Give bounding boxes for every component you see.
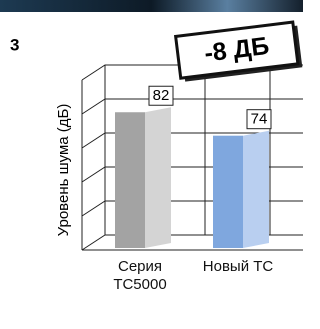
photo-strip [0, 0, 303, 12]
value-label: 74 [251, 111, 268, 128]
x-tick-label: Серия ТС5000 [92, 258, 188, 294]
value-label: 82 [153, 87, 170, 104]
bar [115, 112, 145, 248]
x-tick-label: Новый ТС [190, 258, 286, 276]
y-axis-label: Уровень шума (дБ) [55, 104, 72, 237]
badge: -8 ДБ [176, 22, 303, 83]
bar-side [243, 131, 269, 248]
figure-number: 3 [10, 35, 19, 54]
page: 3 Уровень шума (дБ) 82 74 -8 ДБ Серия ТС5… [0, 0, 303, 329]
bar-side [145, 107, 171, 248]
bar [213, 136, 243, 248]
